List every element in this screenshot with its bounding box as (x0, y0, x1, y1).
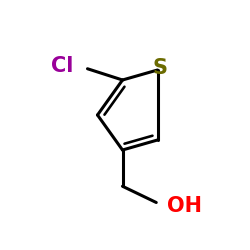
Text: S: S (152, 58, 167, 78)
Text: OH: OH (168, 196, 202, 216)
Text: Cl: Cl (52, 56, 74, 76)
